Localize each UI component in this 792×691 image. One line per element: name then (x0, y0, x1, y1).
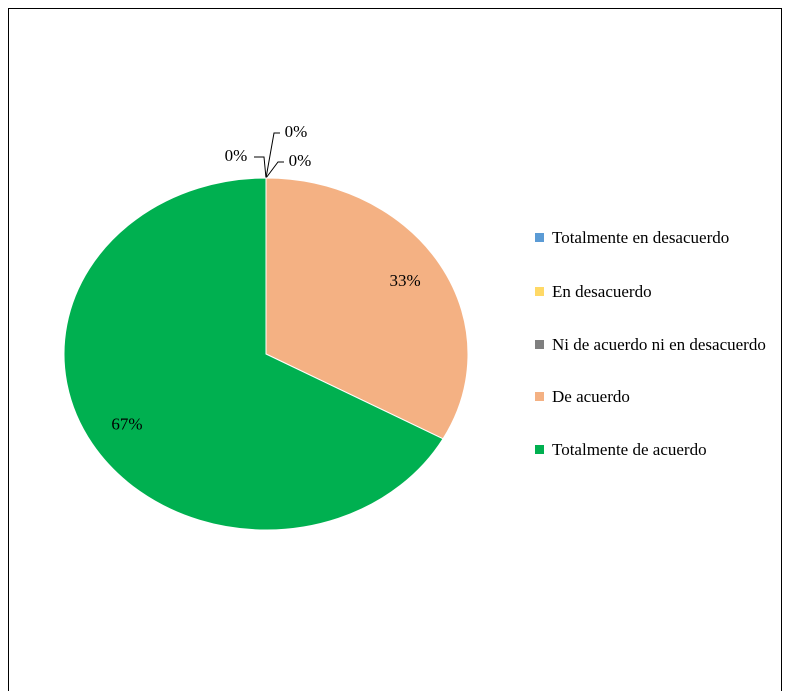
legend-swatch (535, 233, 544, 242)
legend-label: De acuerdo (552, 387, 630, 406)
leader-line (265, 132, 280, 179)
legend-label: Totalmente de acuerdo (552, 440, 707, 459)
legend-item: Totalmente en desacuerdo (535, 228, 782, 247)
data-label: 0% (285, 122, 308, 141)
pie-slice (63, 177, 444, 531)
legend-item: De acuerdo (535, 387, 782, 406)
legend-label: Totalmente en desacuerdo (552, 228, 730, 247)
data-label: 0% (225, 146, 248, 165)
chart-frame (8, 8, 782, 691)
leader-line (254, 156, 267, 179)
data-label: 67% (111, 415, 142, 434)
data-label: 33% (390, 271, 421, 290)
legend-swatch (535, 287, 544, 296)
legend-swatch (535, 340, 544, 349)
data-label: 0% (289, 151, 312, 170)
legend-swatch (535, 445, 544, 454)
pie-slice (265, 177, 469, 440)
legend-item: Totalmente de acuerdo (535, 440, 782, 459)
leader-line (265, 161, 284, 179)
legend-label: Ni de acuerdo ni en desacuerdo (552, 335, 766, 354)
legend-label: En desacuerdo (552, 282, 652, 301)
legend-swatch (535, 392, 544, 401)
legend-item: Ni de acuerdo ni en desacuerdo (535, 335, 782, 354)
legend-item: En desacuerdo (535, 282, 782, 301)
